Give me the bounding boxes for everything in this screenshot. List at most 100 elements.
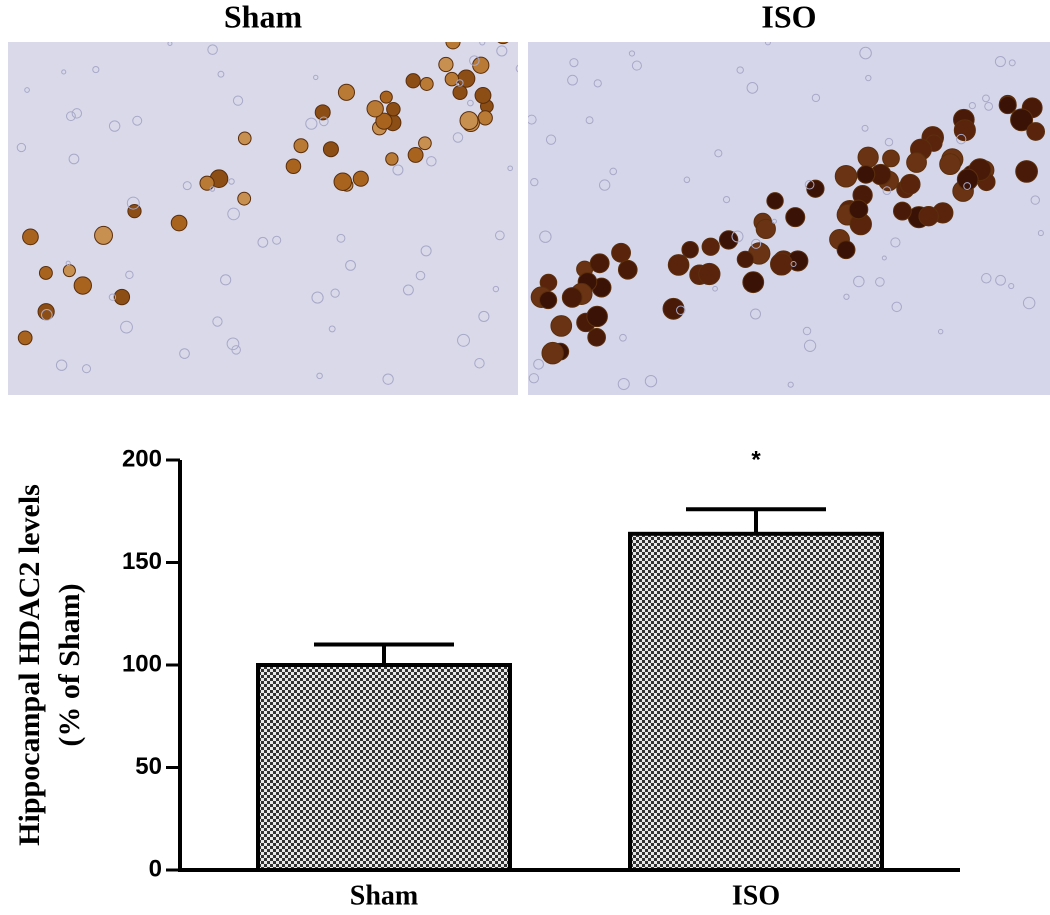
cell <box>599 179 611 191</box>
nucleus <box>352 170 369 187</box>
nucleus <box>892 201 912 221</box>
cell <box>790 261 797 268</box>
cell <box>1008 282 1015 290</box>
nucleus <box>587 327 606 347</box>
cell <box>61 69 67 75</box>
cell <box>55 359 68 371</box>
cell <box>545 134 557 145</box>
cell <box>415 270 426 281</box>
cell <box>683 176 691 184</box>
cell <box>420 245 432 257</box>
cell <box>803 339 817 352</box>
nucleus <box>386 101 401 117</box>
cell <box>533 358 544 370</box>
cell <box>456 79 464 87</box>
nucleus <box>701 237 720 256</box>
cell <box>71 108 83 119</box>
nucleus <box>333 172 353 191</box>
nucleus <box>17 330 33 346</box>
nucleus <box>766 192 784 210</box>
nucleus <box>1015 160 1038 183</box>
nucleus <box>550 315 573 337</box>
cell <box>220 274 232 286</box>
nucleus <box>834 164 858 188</box>
nucleus <box>939 153 961 176</box>
cell <box>963 182 972 190</box>
cell <box>585 116 594 125</box>
cell <box>984 101 994 111</box>
nucleus <box>419 77 434 91</box>
cell <box>507 165 513 172</box>
cell <box>567 74 578 86</box>
cell <box>861 124 869 132</box>
cell <box>125 270 134 280</box>
nucleus <box>956 168 979 191</box>
cell <box>751 238 762 249</box>
cell <box>108 293 117 301</box>
cell <box>1008 59 1016 67</box>
nucleus <box>497 42 509 45</box>
cell <box>676 305 686 316</box>
bar-chart: 0 50 100 150 200 Sham ISO * <box>122 445 960 911</box>
cell <box>457 333 470 347</box>
cell <box>92 65 100 74</box>
nucleus <box>770 252 793 276</box>
cell <box>714 149 723 158</box>
cell <box>182 181 192 191</box>
cell <box>722 195 731 204</box>
nucleus <box>681 240 699 259</box>
nucleus <box>375 112 393 130</box>
cell <box>631 60 642 71</box>
nucleus <box>379 90 393 104</box>
nucleus <box>73 276 92 295</box>
cell <box>515 64 518 73</box>
cell <box>311 291 324 304</box>
cell <box>750 308 762 320</box>
nucleus <box>611 242 631 263</box>
nucleus <box>385 152 399 166</box>
cell <box>764 42 771 46</box>
cell <box>731 230 744 243</box>
cell <box>392 164 404 176</box>
cell <box>66 111 76 122</box>
cell <box>81 364 92 374</box>
cell <box>336 233 346 243</box>
nuclei <box>16 42 518 385</box>
cell <box>231 345 241 355</box>
cell <box>120 320 133 334</box>
nucleus <box>586 305 608 328</box>
cell <box>539 230 552 243</box>
cell <box>212 316 223 327</box>
cell <box>884 137 894 147</box>
nucleus <box>755 218 776 240</box>
panel-title: Sham <box>224 0 303 34</box>
cell <box>968 101 976 110</box>
nucleus <box>589 253 610 274</box>
cell <box>644 374 658 388</box>
nucleus <box>477 110 493 126</box>
nucleus <box>438 56 454 73</box>
nucleus <box>899 173 921 195</box>
nucleus <box>742 271 765 294</box>
cell <box>226 337 240 351</box>
cell <box>1037 230 1044 237</box>
nucleus <box>882 149 900 168</box>
nucleus <box>736 250 755 269</box>
cell <box>217 70 225 78</box>
nucleus <box>474 86 492 104</box>
cell <box>108 120 121 132</box>
cell <box>65 260 71 266</box>
cell <box>305 117 318 130</box>
cell <box>802 326 812 336</box>
cell <box>382 373 394 385</box>
nucleus <box>617 259 638 280</box>
cell <box>528 373 540 384</box>
nucleus <box>1010 108 1034 132</box>
nucleus <box>293 138 309 154</box>
y-tick-label: 150 <box>122 548 162 575</box>
cell <box>126 196 140 210</box>
cell <box>209 186 216 192</box>
x-tick-label: Sham <box>350 880 418 911</box>
cell <box>179 348 190 359</box>
nucleus <box>667 254 690 276</box>
